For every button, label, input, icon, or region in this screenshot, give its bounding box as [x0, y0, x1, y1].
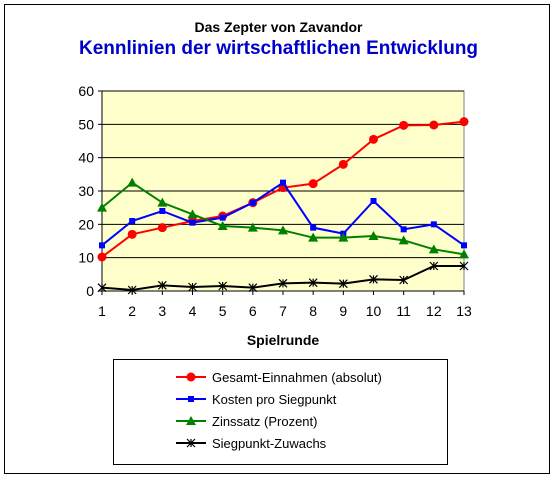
data-point: [369, 274, 378, 284]
data-point: [368, 231, 379, 240]
data-point: [189, 219, 196, 226]
y-tick-label: 10: [78, 250, 94, 266]
data-point: [188, 282, 197, 292]
data-point: [429, 261, 439, 271]
data-point: [249, 199, 256, 206]
data-point: [278, 225, 288, 235]
x-tick-label: 13: [456, 303, 472, 319]
data-point: [127, 285, 137, 295]
legend-marker: [186, 438, 196, 448]
data-point: [278, 278, 288, 288]
y-tick-label: 30: [78, 183, 94, 199]
data-point: [159, 208, 166, 214]
data-point: [310, 224, 317, 231]
data-point: [370, 198, 377, 204]
x-tick-label: 5: [219, 303, 227, 319]
data-point: [157, 197, 168, 207]
x-tick-label: 9: [339, 303, 347, 319]
legend-label: Gesamt-Einnahmen (absolut): [212, 370, 382, 385]
chart-title: Das Zepter von Zavandor: [194, 19, 363, 35]
data-point: [129, 218, 136, 224]
x-tick-label: 3: [158, 303, 166, 319]
y-tick-label: 50: [78, 116, 94, 132]
data-point: [127, 229, 137, 239]
y-tick-label: 60: [78, 83, 94, 99]
x-axis-title: Spielrunde: [247, 332, 320, 348]
data-point: [459, 261, 469, 271]
data-point: [218, 281, 228, 291]
legend-marker: [186, 416, 196, 425]
legend: Gesamt-Einnahmen (absolut) Kosten pro Sie…: [113, 359, 448, 465]
data-point: [400, 226, 407, 233]
legend-swatch: [176, 396, 206, 402]
data-point: [217, 221, 228, 230]
data-point: [399, 120, 409, 130]
x-tick-label: 1: [98, 303, 106, 319]
data-point: [459, 117, 469, 127]
legend-marker: [186, 372, 196, 382]
legend-swatch: [176, 416, 206, 425]
data-point: [157, 280, 167, 290]
data-point: [461, 242, 467, 249]
data-point: [97, 202, 107, 212]
data-point: [308, 232, 319, 242]
y-tick-label: 0: [86, 283, 94, 299]
y-tick-label: 20: [78, 216, 94, 232]
x-tick-label: 4: [189, 303, 197, 319]
legend-label: Zinssatz (Prozent): [212, 414, 318, 429]
data-point: [187, 209, 198, 219]
data-point: [280, 179, 286, 186]
data-point: [219, 214, 226, 221]
data-point: [248, 283, 258, 293]
legend-swatch: [176, 438, 206, 448]
x-tick-label: 2: [128, 303, 136, 319]
chart-subtitle: Kennlinien der wirtschaftlichen Entwickl…: [78, 38, 479, 59]
data-point: [338, 159, 348, 169]
data-point: [127, 177, 138, 187]
legend-marker: [188, 396, 194, 402]
data-point: [338, 232, 349, 242]
data-point: [247, 222, 258, 232]
y-tick-label: 40: [78, 150, 94, 166]
data-point: [157, 223, 167, 233]
data-point: [399, 275, 409, 285]
data-point: [428, 244, 439, 254]
x-tick-label: 7: [279, 303, 287, 319]
x-tick-label: 12: [426, 303, 442, 319]
data-point: [308, 179, 318, 189]
data-point: [308, 278, 318, 288]
legend-label: Kosten pro Siegpunkt: [212, 392, 337, 407]
x-tick-label: 6: [249, 303, 257, 319]
legend-swatch: [176, 372, 206, 382]
data-point: [429, 120, 439, 130]
data-point: [459, 249, 469, 259]
x-tick-label: 8: [309, 303, 317, 319]
legend-label: Siegpunkt-Zuwachs: [212, 436, 327, 451]
x-tick-label: 10: [366, 303, 382, 319]
data-point: [430, 221, 437, 228]
x-tick-label: 11: [396, 303, 411, 319]
data-point: [398, 235, 409, 245]
data-point: [97, 252, 107, 262]
data-point: [97, 283, 107, 293]
data-point: [338, 279, 348, 289]
data-point: [99, 242, 105, 249]
data-point: [369, 134, 378, 144]
